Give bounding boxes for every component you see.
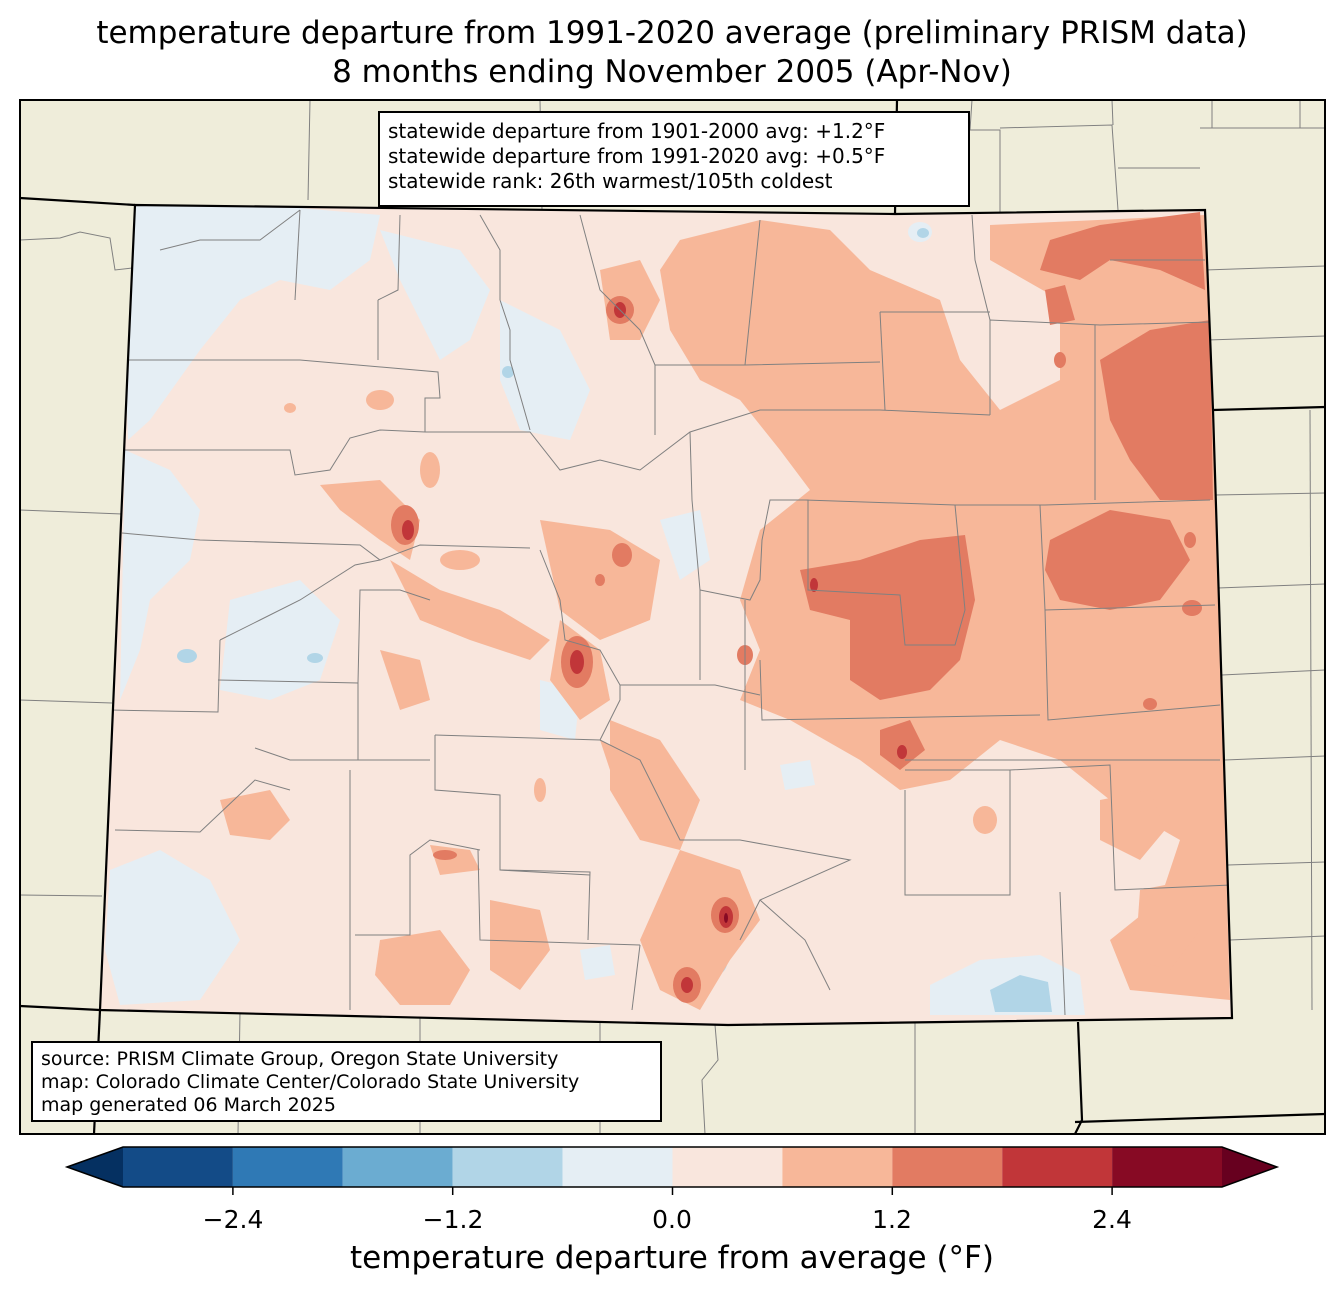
ok-tx-line: [1074, 1112, 1326, 1124]
nebraska-kansas-line: [1212, 405, 1326, 412]
map-title-line2: 8 months ending November 2005 (Apr-Nov): [332, 54, 1012, 90]
map-frame: [19, 99, 1326, 1135]
colorbar-label: temperature departure from average (°F): [350, 1240, 994, 1276]
colorado-county-lines: [109, 209, 1231, 1016]
temperature-departure-field: [100, 205, 1232, 1025]
source-line: source: PRISM Climate Group, Oregon Stat…: [41, 1048, 559, 1070]
statewide-stats-box: statewide departure from 1901-2000 avg: …: [378, 111, 970, 207]
arizona-nm-line: [19, 1004, 101, 1012]
colorado-boundary: [98, 203, 1234, 1027]
colorbar-extend-high: [1222, 1147, 1277, 1187]
stats-rank: statewide rank: 26th warmest/105th colde…: [388, 169, 833, 193]
colorbar-bin: [1112, 1147, 1222, 1187]
colorbar-bin: [782, 1147, 893, 1187]
colorbar-bin: [562, 1147, 673, 1187]
field-band-2.4-to-3.0: [724, 913, 728, 923]
colorbar: [64, 1146, 1280, 1195]
colorbar-bin: [672, 1147, 783, 1187]
generated-date-line: map generated 06 March 2025: [41, 1094, 336, 1116]
map-credit-line: map: Colorado Climate Center/Colorado St…: [41, 1071, 580, 1093]
colorbar-tick-label: 2.4: [1092, 1205, 1132, 1234]
colorbar-bin: [232, 1147, 343, 1187]
nm-ok-border: [1074, 1021, 1084, 1135]
stats-departure-1991-2020: statewide departure from 1991-2020 avg: …: [388, 144, 886, 168]
map-title-line1: temperature departure from 1991-2020 ave…: [96, 15, 1248, 51]
colorbar-bin: [1002, 1147, 1113, 1187]
source-box: source: PRISM Climate Group, Oregon Stat…: [31, 1041, 662, 1122]
colorbar-tick-label: 1.2: [872, 1205, 912, 1234]
colorbar-tick-label: −2.4: [202, 1205, 264, 1234]
colorbar-tick-label: −1.2: [422, 1205, 484, 1234]
stats-departure-1901-2000: statewide departure from 1901-2000 avg: …: [388, 119, 886, 143]
colorbar-bin: [342, 1147, 453, 1187]
colorbar-bin: [452, 1147, 563, 1187]
colorbar-extend-low: [67, 1147, 123, 1187]
colorbar-bin: [892, 1147, 1003, 1187]
colorbar-outline: [64, 1146, 1280, 1188]
wyoming-utah-line: [19, 196, 136, 207]
colorbar-bin: [123, 1147, 233, 1187]
field-band-neg0.6-to-0: [105, 205, 1085, 1015]
colorbar-tick-label: 0.0: [652, 1205, 692, 1234]
